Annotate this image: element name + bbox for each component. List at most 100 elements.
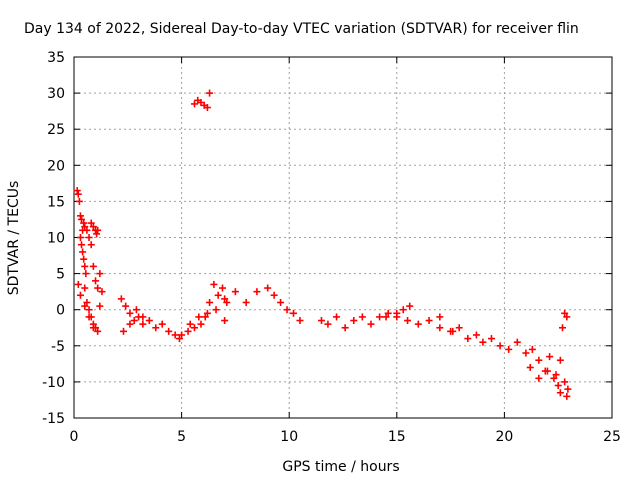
data-point (122, 302, 130, 310)
data-point (556, 356, 564, 364)
data-point (81, 284, 89, 292)
axis-ticks: 0 5 10 15 20 25 -15 -10 -5 0 5 10 15 20 25 30 35 (42, 50, 621, 445)
data-point (79, 248, 87, 256)
data-point (376, 313, 384, 321)
data-point (559, 324, 567, 332)
data-point (223, 298, 231, 306)
data-point (487, 335, 495, 343)
y-axis-label: SDTVAR / TECUs (6, 181, 22, 296)
data-point (283, 306, 291, 314)
y-tick-label: 0 (56, 303, 65, 319)
data-point (191, 324, 199, 332)
chart-title: Day 134 of 2022, Sidereal Day-to-day VTE… (24, 21, 579, 37)
data-point (78, 215, 86, 223)
data-point (85, 313, 93, 321)
data-point (290, 309, 298, 317)
data-point (317, 317, 325, 325)
data-point (333, 313, 341, 321)
data-point (85, 306, 93, 314)
data-point (139, 320, 147, 328)
data-point (253, 288, 261, 296)
data-point (296, 317, 304, 325)
data-point (552, 371, 560, 379)
data-point (206, 298, 214, 306)
data-point (556, 389, 564, 397)
data-point (130, 317, 138, 325)
data-point (231, 288, 239, 296)
data-point (393, 309, 401, 317)
data-point (158, 320, 166, 328)
data-point (546, 353, 554, 361)
y-tick-label: -15 (42, 411, 65, 427)
data-point (472, 331, 480, 339)
data-point (535, 374, 543, 382)
data-point (399, 306, 407, 314)
data-point (264, 284, 272, 292)
data-point (277, 298, 285, 306)
data-point (96, 302, 104, 310)
data-point (178, 331, 186, 339)
data-point (195, 313, 203, 321)
data-point (152, 324, 160, 332)
data-point (186, 320, 194, 328)
data-point (74, 190, 82, 198)
data-point (82, 270, 90, 278)
data-point (98, 288, 106, 296)
data-point (550, 374, 558, 382)
y-tick-label: 20 (47, 158, 65, 174)
data-point (554, 382, 562, 390)
data-point (561, 309, 569, 317)
data-point (184, 327, 192, 335)
data-point (94, 226, 102, 234)
x-tick-label: 10 (280, 429, 298, 445)
data-point (528, 345, 536, 353)
y-tick-label: 15 (47, 194, 65, 210)
data-point (350, 317, 358, 325)
y-tick-label: 10 (47, 231, 65, 247)
data-point (201, 313, 209, 321)
data-point (76, 291, 84, 299)
data-point (496, 342, 504, 350)
y-tick-label: 35 (47, 50, 65, 66)
data-point (561, 378, 569, 386)
data-point (382, 313, 390, 321)
data-point (145, 317, 153, 325)
data-point (80, 255, 88, 263)
data-point (93, 230, 101, 238)
data-point (126, 309, 134, 317)
data-point (218, 284, 226, 292)
y-tick-label: -5 (51, 339, 65, 355)
data-point (165, 327, 173, 335)
data-point (73, 187, 81, 195)
data-point (455, 324, 463, 332)
y-tick-label: 30 (47, 86, 65, 102)
data-point (206, 89, 214, 97)
data-point (449, 327, 457, 335)
x-tick-label: 15 (388, 429, 406, 445)
data-point (119, 327, 127, 335)
data-point (74, 280, 82, 288)
data-point (513, 338, 521, 346)
data-point (81, 223, 89, 231)
data-point (367, 320, 375, 328)
x-tick-label: 25 (603, 429, 621, 445)
data-point (464, 335, 472, 343)
grid-lines (73, 56, 613, 419)
data-point (76, 212, 84, 220)
data-point (96, 270, 104, 278)
y-tick-label: 5 (56, 267, 65, 283)
data-point (197, 320, 205, 328)
data-point (191, 100, 199, 108)
data-point (505, 345, 513, 353)
data-point (212, 306, 220, 314)
data-point (221, 295, 229, 303)
data-point (78, 241, 86, 249)
data-point (214, 291, 222, 299)
data-point (89, 324, 97, 332)
data-point (425, 317, 433, 325)
data-point (479, 338, 487, 346)
data-point (221, 317, 229, 325)
data-point (76, 234, 84, 241)
data-point (81, 262, 89, 270)
data-point (406, 302, 414, 310)
